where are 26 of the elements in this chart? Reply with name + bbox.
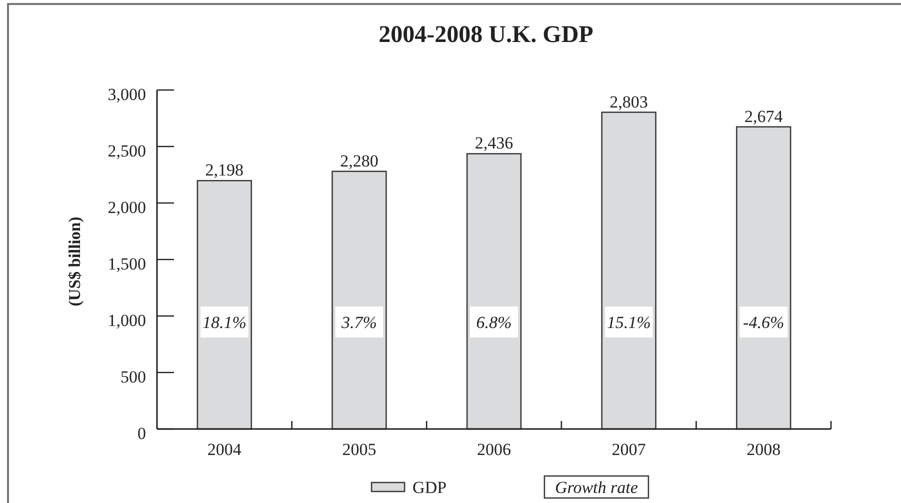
x-tick-label: 2007 [612,440,646,459]
annotation: 18.1% [202,313,246,332]
x-tick-label: 2008 [746,440,781,459]
y-axis-title: (US$ billion) [65,216,84,306]
chart-title: 2004-2008 U.K. GDP [378,22,594,48]
annotation: 15.1% [606,313,651,332]
y-tick-label: 0 [138,424,146,443]
data-label: 2,280 [340,151,378,170]
y-tick-label: 1,500 [108,254,146,274]
x-tick-label: 2005 [342,440,376,459]
y-tick-label: 2,500 [108,142,146,160]
y-tick-label: 3,000 [108,85,146,104]
annotation: 3.7% [340,313,377,332]
data-label: 2,674 [744,106,784,126]
annotation: 6.8% [476,313,512,332]
y-tick-label: 1,000 [108,311,146,330]
data-label: 2,198 [205,160,244,180]
data-label: 2,436 [474,134,514,153]
text: Growth rate [554,478,638,497]
x-tick-label: 2006 [477,440,511,459]
data-label: 2,803 [610,92,648,112]
annotation: -4.6% [743,313,784,332]
y-tick-label: 500 [120,368,146,386]
y-tick-label: 2,000 [108,198,146,217]
x-tick-label: 2004 [207,440,242,459]
legend-label: GDP [412,478,447,497]
